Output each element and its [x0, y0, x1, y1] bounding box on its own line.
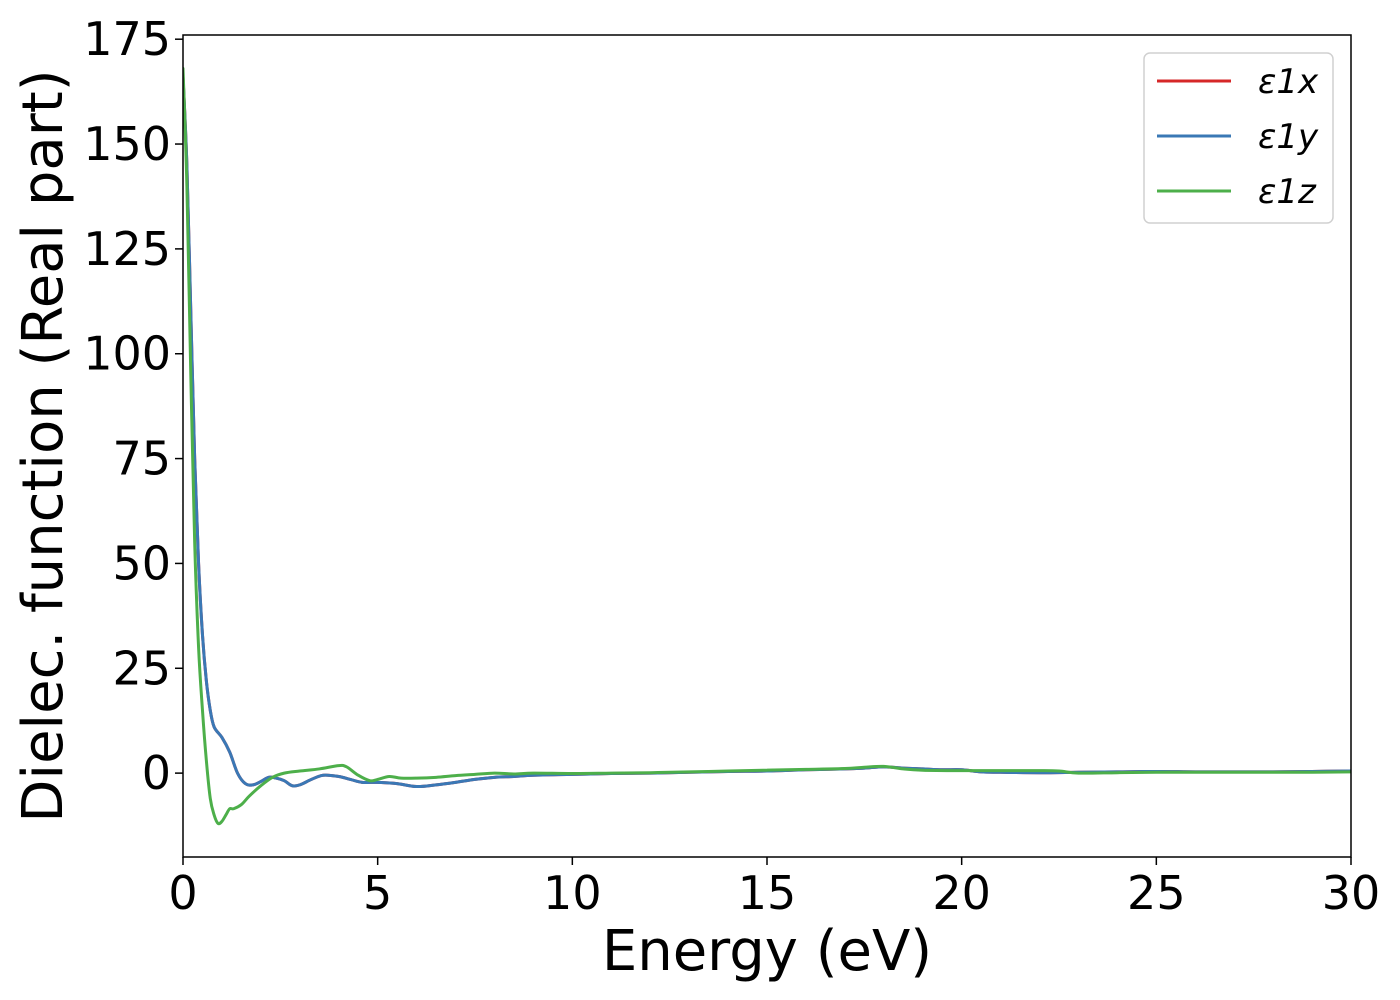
legend-label-2: ε1y: [1258, 117, 1319, 157]
x-axis: 0 5 10 15 20 25 30: [168, 857, 1380, 920]
y-tick-label: 75: [112, 432, 171, 486]
x-tick-label: 25: [1127, 866, 1186, 920]
x-tick-label: 30: [1322, 866, 1381, 920]
y-tick-label: 150: [83, 117, 171, 171]
legend-box: [1143, 52, 1334, 224]
legend: ε1x ε1y ε1z: [1143, 52, 1334, 224]
y-tick-label: 0: [142, 746, 171, 800]
x-axis-title: Energy (eV): [602, 919, 932, 984]
y-tick-label: 175: [83, 12, 171, 66]
y-tick-label: 50: [112, 536, 171, 590]
y-tick-label: 100: [83, 327, 171, 381]
x-tick-label: 15: [738, 866, 797, 920]
x-tick-label: 20: [932, 866, 991, 920]
y-axis: 0 25 50 75 100 125 150 175: [83, 12, 183, 800]
x-tick-label: 5: [363, 866, 392, 920]
legend-label-3: ε1z: [1258, 172, 1317, 212]
y-tick-label: 25: [112, 641, 171, 695]
series-layer: [183, 67, 1351, 826]
x-tick-label: 0: [168, 866, 197, 920]
legend-label-1: ε1x: [1258, 62, 1319, 102]
series-line-3: [183, 67, 1351, 826]
y-tick-label: 125: [83, 222, 171, 276]
x-tick-label: 10: [543, 866, 602, 920]
y-axis-title: Dielec. function (Real part): [11, 69, 76, 822]
